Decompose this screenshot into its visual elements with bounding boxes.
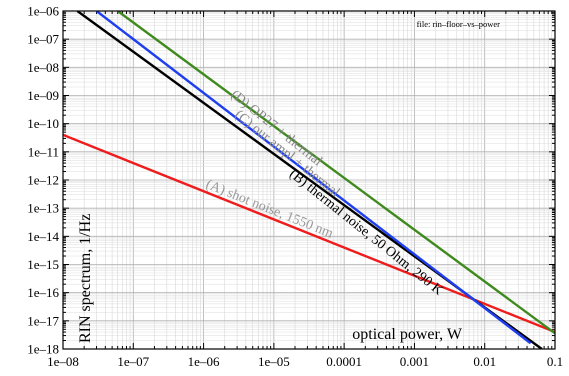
x-tick-labels: 1e–08 1e–07 1e–06 1e–05 0.0001 0.001 0.01 0.1 [47,354,563,369]
y-tick-label: 1e–07 [27,32,59,47]
x-tick-label: 1e–06 [188,354,220,369]
x-tick-label: 0.01 [473,354,496,369]
x-tick-label: 1e–07 [117,354,149,369]
file-label: file: rin–floor–vs–power [417,19,500,29]
y-tick-label: 1e–13 [27,201,59,216]
y-axis-label: RIN spectrum, 1/Hz [77,214,94,343]
y-tick-label: 1e–12 [27,173,59,188]
x-tick-label: 0.001 [400,354,429,369]
x-tick-label: 0.1 [547,354,563,369]
y-tick-label: 1e–17 [27,313,59,328]
series-line-c [95,11,532,345]
series-lines [63,11,555,349]
plot-frame [62,10,556,350]
series-line-d [116,11,555,335]
y-tick-label: 1e–14 [27,229,59,244]
y-tick-label: 1e–10 [27,116,59,131]
y-tick-label: 1e–08 [27,60,59,75]
x-tick-label: 1e–08 [47,354,79,369]
x-axis-label: optical power, W [352,326,463,343]
y-tick-label: 1e–18 [27,342,59,357]
series-labels: (A) shot noise, 1550 nm(B) thermal noise… [204,87,446,298]
x-tick-label: 0.0001 [326,354,362,369]
y-tick-label: 1e–16 [27,285,59,300]
y-tick-label: 1e–09 [27,88,59,103]
series-label-c: (C) our ampl + thermal [232,108,343,201]
y-tick-label: 1e–06 [27,4,59,19]
y-tick-labels: 1e–18 1e–17 1e–16 1e–15 1e–14 1e–13 1e–12 1e–11… [27,4,59,357]
y-tick-label: 1e–11 [28,144,59,159]
x-tick-label: 1e–05 [258,354,290,369]
y-tick-label: 1e–15 [27,257,59,272]
